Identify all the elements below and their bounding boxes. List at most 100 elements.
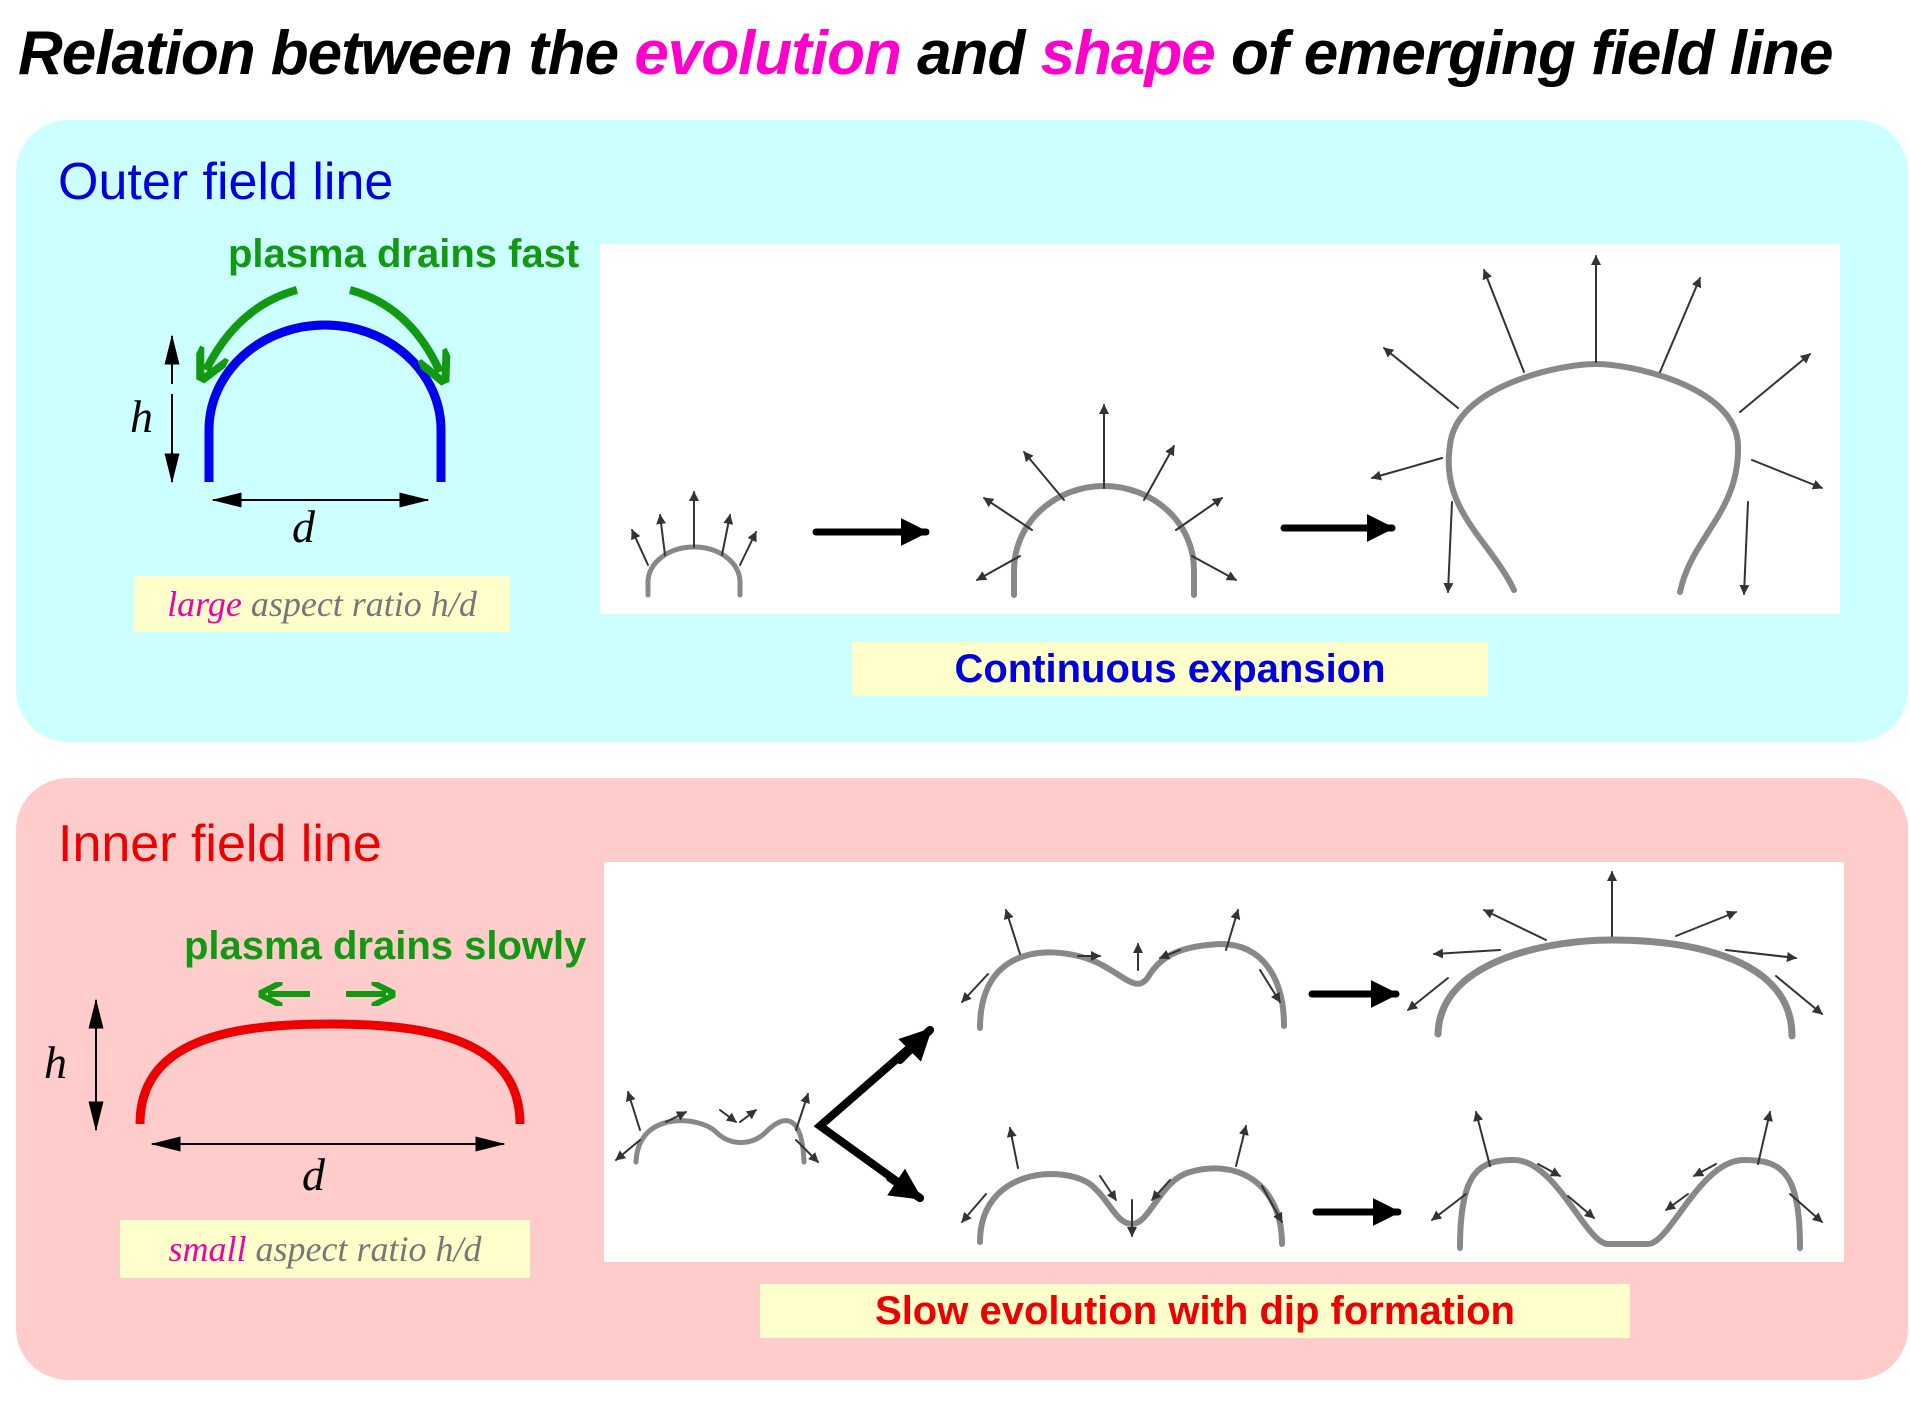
outer-heading: Outer field line [58,153,394,211]
outer-ratio-text: aspect ratio h/d [241,584,477,624]
inner-schematic [88,994,525,1152]
expansion-arrow [656,514,667,556]
page-title: Relation between the evolution and shape… [18,18,1834,89]
inner-ratio-adjective: small [168,1229,247,1269]
inner-evolution-figure [604,862,1844,1262]
outer-d-label: d [292,501,315,552]
expansion-arrow [795,1139,819,1163]
expansion-arrow [1261,1185,1283,1223]
outer-loop-curve [204,320,446,482]
field-line-stage-1 [645,544,743,598]
dip-arrow [739,1109,757,1123]
outer-field-line-panel: Outer field line plasma drains fast h d … [16,120,1908,742]
stage-2-arrows [976,404,1237,581]
expansion-arrow [1259,969,1281,1003]
expansion-arrow [795,1093,810,1131]
inner-caption: Slow evolution with dip formation [760,1284,1630,1338]
drain-arrow-left [206,286,299,370]
expansion-arrow [1225,909,1241,951]
stage-1-arrows [631,491,757,566]
expansion-arrow [615,1139,641,1161]
dip-arrow [1567,1195,1595,1219]
inner-d-label: d [302,1149,325,1200]
dip-arrow [1665,1193,1689,1211]
expansion-arrow [1739,353,1811,413]
expansion-arrow [721,514,734,556]
expansion-arrow [1191,555,1237,581]
upper-stage-2-arrows [961,909,1281,1003]
expansion-arrow [1003,909,1021,955]
dip-arrow [1151,1179,1171,1201]
lower-stage-2-arrows [961,1125,1283,1237]
expansion-arrow [961,973,989,1003]
expansion-arrow [1675,910,1737,937]
field-line-lower-stage-3 [1457,1156,1803,1251]
inner-h-label: h [44,1037,67,1088]
expansion-arrow [976,555,1021,581]
stage-3-arrows [1371,255,1823,595]
expansion-arrow [961,1193,987,1223]
expansion-arrow [1235,1125,1249,1167]
dip-arrow [1693,1163,1717,1177]
expansion-arrow [1775,975,1823,1015]
dip-arrow [665,1111,687,1123]
inner-evolution-sequence [615,871,1823,1251]
dip-arrow [1537,1163,1561,1177]
inner-field-line-panel: Inner field line plasma drains slowly h … [16,778,1908,1380]
outer-h-label: h [130,391,153,442]
title-text: Relation between the [18,19,635,88]
field-line-stage-3 [1445,360,1742,595]
expansion-arrow [1789,1193,1823,1223]
outer-ratio-adjective: large [167,584,242,624]
expansion-arrow [1482,269,1525,373]
expansion-arrow [1483,909,1547,941]
expansion-arrow [1023,451,1065,501]
expansion-arrow [1443,501,1454,593]
expansion-arrow [739,531,757,566]
expansion-arrow [983,497,1033,531]
title-text: of emerging field line [1214,19,1834,88]
expansion-arrow [631,529,649,566]
outer-evolution-figure [600,244,1840,614]
field-line-initial [633,1118,807,1165]
field-line-stage-2 [1011,483,1197,598]
dip-arrow [719,1109,737,1123]
title-text: and [900,19,1041,88]
lower-stage-3-arrows [1431,1111,1823,1223]
inner-loop-curve [135,1019,525,1125]
branch-arrow-upper [896,1026,934,1064]
inner-heading: Inner field line [58,815,382,873]
title-evolution-word: evolution [634,19,902,88]
expansion-arrow [625,1091,641,1131]
expansion-arrow [1473,1111,1491,1167]
dip-arrow [1159,949,1181,960]
expansion-arrow [1739,501,1750,595]
expansion-arrow [1371,457,1443,481]
expansion-arrow [1751,459,1823,490]
expansion-arrow [1725,949,1797,962]
inner-drain-label: plasma drains slowly [184,924,587,968]
dip-arrow [1099,1175,1117,1201]
expansion-arrow [1383,347,1459,409]
outer-aspect-ratio-box: large aspect ratio h/d [134,576,510,632]
expansion-arrow [1659,277,1702,373]
expansion-arrow [1757,1111,1773,1165]
outer-evolution-sequence [631,255,1823,598]
expansion-arrow [1006,1127,1019,1169]
expansion-arrow [1431,1193,1467,1221]
expansion-arrow [1175,497,1223,531]
inner-aspect-ratio-box: small aspect ratio h/d [120,1220,530,1278]
branch-arrow [813,1026,934,1202]
outer-drain-label: plasma drains fast [228,232,580,276]
field-line-upper-stage-3 [1434,936,1796,1040]
expansion-arrow [1407,977,1449,1011]
outer-caption: Continuous expansion [852,642,1488,696]
initial-arrows [615,1091,819,1163]
field-line-upper-stage-2 [977,940,1287,1031]
expansion-arrow [1433,948,1501,959]
upper-stage-3-arrows [1407,871,1823,1015]
outer-schematic [164,286,446,508]
inner-ratio-text: aspect ratio h/d [246,1229,482,1269]
title-shape-word: shape [1040,19,1216,88]
